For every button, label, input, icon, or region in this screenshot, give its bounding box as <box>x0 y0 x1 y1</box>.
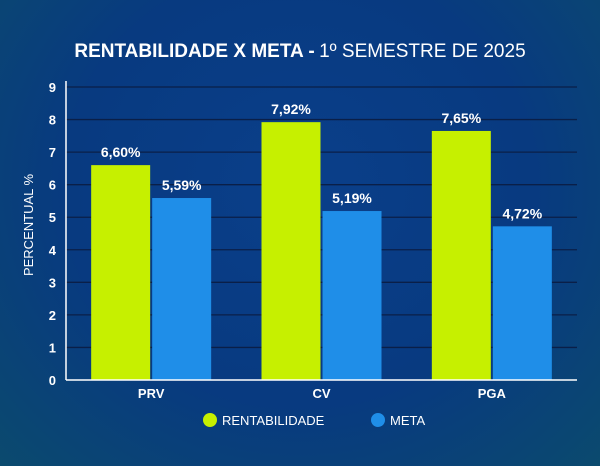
labels-layer: 6,60% 5,59% 7,92% 5,19% 7,65% 4,72% <box>101 101 543 221</box>
y-tick-label: 5 <box>49 210 56 225</box>
y-tick-label: 2 <box>49 308 56 323</box>
x-category-label: PGA <box>478 386 507 401</box>
data-label: 7,65% <box>441 110 481 126</box>
legend: RENTABILIDADE META <box>203 413 425 428</box>
legend-label: META <box>390 413 425 428</box>
legend-marker <box>203 413 217 427</box>
y-axis-title: PERCENTUAL % <box>21 174 36 277</box>
bar-rentabilidade <box>431 130 491 380</box>
bar-meta <box>492 226 552 380</box>
y-tick-label: 4 <box>49 243 57 258</box>
chart-title: RENTABILIDADE X META - 1º SEMESTRE DE 20… <box>74 41 525 62</box>
data-label: 4,72% <box>502 205 542 221</box>
y-tick-label: 7 <box>49 145 56 160</box>
bar-rentabilidade <box>261 122 321 380</box>
bar-rentabilidade <box>91 165 151 380</box>
data-label: 6,60% <box>101 144 141 160</box>
data-label: 5,59% <box>162 177 202 193</box>
x-category-label: PRV <box>138 386 165 401</box>
legend-label: RENTABILIDADE <box>222 413 325 428</box>
y-tick-label: 1 <box>49 340 56 355</box>
grid-layer <box>66 86 577 349</box>
bar-meta <box>152 198 212 380</box>
chart-title-rest: 1º SEMESTRE DE 2025 <box>319 41 526 62</box>
y-tick-label: 6 <box>49 178 56 193</box>
data-label: 5,19% <box>332 190 372 206</box>
y-tick-label: 0 <box>49 373 56 388</box>
y-tick-label: 8 <box>49 113 56 128</box>
y-tick-label: 3 <box>49 275 56 290</box>
bar-meta <box>322 211 382 380</box>
y-tick-label: 9 <box>49 80 56 95</box>
x-category-label: CV <box>312 386 330 401</box>
chart-title-bold: RENTABILIDADE X META - <box>74 41 314 62</box>
legend-marker <box>371 413 385 427</box>
bars-layer <box>91 122 552 380</box>
data-label: 7,92% <box>271 101 311 117</box>
axis-layer: 0 1 2 3 4 5 6 7 8 9 PRV CV PGA <box>49 80 577 401</box>
